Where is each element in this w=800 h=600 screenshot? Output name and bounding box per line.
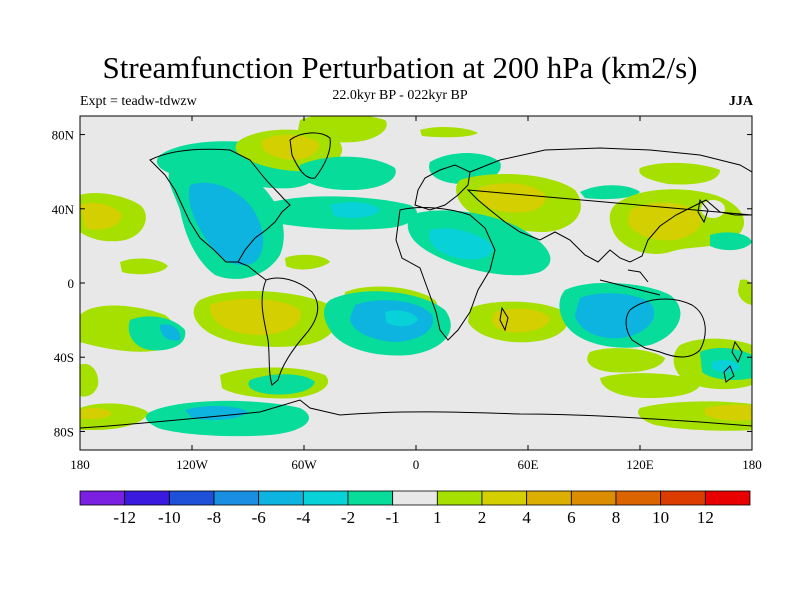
colorbar-swatch xyxy=(258,490,304,506)
contour-region xyxy=(712,360,740,373)
plot-subtitle: 22.0kyr BP - 022kyr BP xyxy=(332,88,468,103)
contour-region xyxy=(188,182,264,266)
season-label: JJA xyxy=(728,94,753,109)
colorbar-swatch xyxy=(124,490,170,506)
lat-tick-label: 40N xyxy=(52,202,75,217)
contour-region xyxy=(639,162,720,185)
contour-region xyxy=(385,310,418,327)
contour-region xyxy=(120,258,168,275)
contour-region xyxy=(80,407,112,420)
coastlines xyxy=(80,132,752,429)
colorbar-label: -8 xyxy=(207,508,221,527)
lat-axis: 80N 40N 0 40S 80S xyxy=(52,128,752,439)
coastline-madagascar xyxy=(499,306,509,332)
contour-region xyxy=(628,202,702,241)
lon-axis: 180 120W 60W 0 60E 120E 180 xyxy=(70,116,762,472)
contour-region xyxy=(210,298,301,335)
contour-region xyxy=(80,203,122,230)
contour-region xyxy=(738,279,752,305)
contour-region xyxy=(580,185,640,200)
lon-tick-label: 120W xyxy=(176,457,209,472)
contour-region xyxy=(285,254,330,270)
colorbar-label: 12 xyxy=(697,508,714,527)
lat-tick-label: 0 xyxy=(68,276,75,291)
coastline-japan xyxy=(697,198,709,224)
colorbar-swatch xyxy=(704,490,751,506)
map-panel xyxy=(80,116,752,450)
contour-region xyxy=(128,316,186,351)
colorbar-swatch xyxy=(481,490,528,506)
coastline-africa xyxy=(395,207,496,341)
colorbar-label: 1 xyxy=(433,508,442,527)
lon-tick-label: 180 xyxy=(70,457,90,472)
coastline-central-america xyxy=(237,261,267,281)
contour-region xyxy=(492,308,550,333)
contour-region xyxy=(420,126,478,138)
colorbar-swatch xyxy=(526,490,572,506)
contour-region xyxy=(248,374,315,395)
colorbar-label: 10 xyxy=(652,508,669,527)
contour-region xyxy=(587,348,665,373)
contour-region xyxy=(80,363,99,397)
colorbar-label: -10 xyxy=(158,508,181,527)
colorbar-label: -4 xyxy=(296,508,311,527)
contour-region xyxy=(330,202,380,218)
colorbar-swatch xyxy=(302,490,349,506)
colorbar-swatch xyxy=(660,490,706,506)
coastline-new-zealand xyxy=(723,340,743,383)
coastline-australia xyxy=(625,298,706,358)
colorbar-label: -1 xyxy=(386,508,400,527)
plot-title: Streamfunction Perturbation at 200 hPa (… xyxy=(102,50,698,85)
contour-region xyxy=(701,200,725,218)
contour-region xyxy=(600,373,701,398)
coastline-south-america xyxy=(261,277,319,386)
experiment-label: Expt = teadw-tdwzw xyxy=(80,94,197,109)
lon-tick-label: 60W xyxy=(291,457,317,472)
contour-region xyxy=(705,404,752,421)
colorbar-swatch xyxy=(347,490,394,506)
colorbar-label: -12 xyxy=(113,508,136,527)
colorbar-swatch xyxy=(213,490,260,506)
colorbar-label: -2 xyxy=(341,508,355,527)
colorbar-label: 4 xyxy=(522,508,531,527)
colorbar: -12 -10 -8 -6 -4 -2 -1 1 2 4 6 8 10 12 xyxy=(79,490,751,527)
contour-region xyxy=(477,183,546,213)
coastline-asia xyxy=(466,147,752,263)
contour-region xyxy=(298,116,387,143)
lon-tick-label: 60E xyxy=(518,457,539,472)
colorbar-swatch xyxy=(570,490,617,506)
colorbar-swatch xyxy=(392,490,438,506)
colorbar-swatch xyxy=(615,490,662,506)
contour-region xyxy=(262,134,319,160)
lat-tick-label: 80N xyxy=(52,128,75,143)
coastline-greenland xyxy=(289,132,331,179)
colorbar-swatch xyxy=(436,490,483,506)
contour-region xyxy=(160,324,181,341)
lat-tick-label: 80S xyxy=(54,424,74,439)
contour-region xyxy=(185,406,248,420)
coastline-antarctica xyxy=(80,399,752,429)
coastline-maritime-continent xyxy=(599,269,661,296)
coastline-north-america xyxy=(149,148,291,263)
lat-tick-label: 40S xyxy=(54,350,74,365)
colorbar-label: 8 xyxy=(612,508,621,527)
contour-region xyxy=(429,228,493,260)
colorbar-label: -6 xyxy=(252,508,266,527)
contour-region xyxy=(710,232,752,251)
colorbar-swatch xyxy=(79,490,126,506)
colorbar-label: 6 xyxy=(567,508,576,527)
colorbar-swatch xyxy=(168,490,215,506)
contour-region xyxy=(575,293,655,339)
lon-tick-label: 180 xyxy=(742,457,762,472)
lon-tick-label: 0 xyxy=(413,457,420,472)
lon-tick-label: 120E xyxy=(626,457,654,472)
colorbar-label: 2 xyxy=(478,508,487,527)
